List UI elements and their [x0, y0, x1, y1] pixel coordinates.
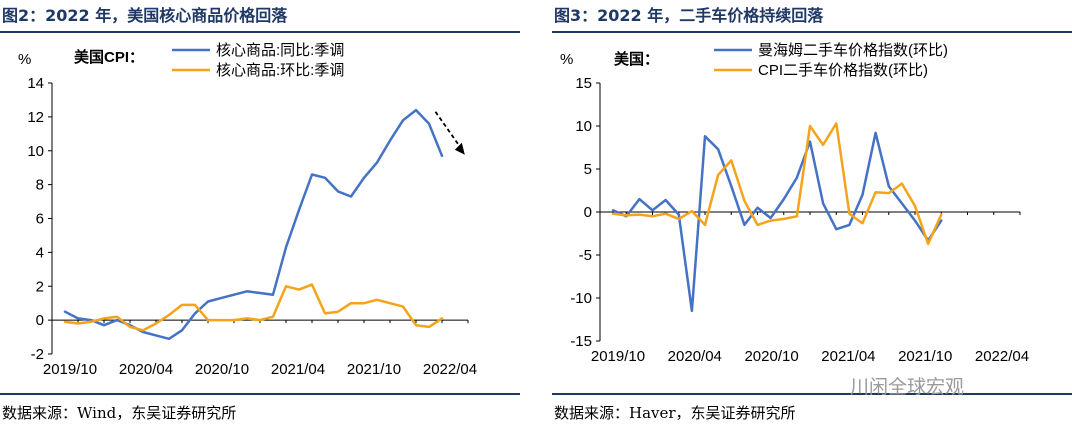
left-source: 数据来源：Wind，东吴证券研究所 [2, 404, 237, 422]
x-tick-label: 2020/04 [119, 361, 173, 378]
right-title-rule [552, 31, 1072, 33]
series-line-2 [63, 283, 444, 332]
y-tick-label: 14 [27, 75, 44, 92]
y-tick-label: 5 [584, 161, 592, 178]
right-series-lines [611, 122, 943, 313]
legend-label-2: 核心商品:环比:季调 [216, 62, 344, 79]
series-line-2 [611, 122, 943, 246]
y-tick-label: 8 [36, 177, 44, 194]
y-tick-label: -2 [31, 346, 44, 363]
legend-label-1: 核心商品:同比:季调 [216, 42, 344, 59]
x-tick-label: 2019/10 [43, 361, 97, 378]
x-tick-label: 2022/04 [975, 348, 1029, 365]
y-tick-label: 10 [575, 118, 592, 135]
left-y-axis: -2 0 2 4 6 8 10 12 14 [27, 75, 53, 363]
y-tick-label: 0 [36, 312, 44, 329]
watermark: 川闲全球宏观 [850, 376, 965, 398]
y-tick-label: 2 [36, 278, 44, 295]
x-tick-label: 2020/04 [668, 348, 722, 365]
y-tick-label: 10 [27, 143, 44, 160]
x-tick-label: 2021/10 [347, 361, 401, 378]
x-tick-label: 2021/04 [821, 348, 875, 365]
x-tick-label: 2020/10 [195, 361, 249, 378]
right-chart-title: 图3：2022 年，二手车价格持续回落 [554, 6, 824, 25]
left-chart: % -2 0 2 4 6 8 10 12 14 2019/10 2020/04 2020/10 202… [18, 42, 477, 378]
right-source-rule [552, 393, 1072, 395]
left-annotation [434, 111, 465, 155]
y-tick-label: 6 [36, 211, 44, 228]
left-series-lines [63, 108, 444, 341]
y-tick-label: 0 [584, 204, 592, 221]
legend-label-2: CPI二手车价格指数(环比) [758, 62, 928, 79]
x-tick-label: 2019/10 [591, 348, 645, 365]
right-legend: 曼海姆二手车价格指数(环比) CPI二手车价格指数(环比) [714, 42, 948, 79]
series-line-1 [63, 108, 444, 341]
y-tick-label: 12 [27, 109, 44, 126]
right-x-axis: 2019/10 2020/04 2020/10 2021/04 2021/10 2022/… [591, 211, 1029, 365]
right-source: 数据来源：Haver，东吴证券研究所 [554, 404, 796, 422]
right-legend-prefix: 美国： [614, 50, 659, 68]
trend-arrow-shaft [434, 111, 464, 152]
right-y-axis: -15 -10 -5 0 5 10 15 [570, 75, 601, 350]
left-title-rule [0, 31, 520, 33]
y-tick-label: -15 [570, 333, 592, 350]
x-tick-label: 2021/04 [271, 361, 325, 378]
x-tick-label: 2022/04 [423, 361, 477, 378]
left-x-axis: 2019/10 2020/04 2020/10 2021/04 2021/10 2022/… [43, 319, 477, 378]
right-y-unit: % [560, 51, 573, 68]
x-tick-label: 2020/10 [744, 348, 798, 365]
left-y-unit: % [18, 51, 31, 68]
y-tick-label: -10 [570, 290, 592, 307]
left-source-rule [0, 393, 520, 395]
left-legend-prefix: 美国CPI： [74, 48, 144, 66]
y-tick-label: 15 [575, 75, 592, 92]
left-chart-title: 图2：2022 年，美国核心商品价格回落 [2, 6, 288, 25]
series-line-1 [611, 131, 943, 313]
y-tick-label: -5 [579, 247, 592, 264]
legend-label-1: 曼海姆二手车价格指数(环比) [758, 42, 948, 59]
trend-arrow-head [454, 142, 465, 155]
y-tick-label: 4 [36, 244, 44, 261]
x-tick-label: 2021/10 [898, 348, 952, 365]
